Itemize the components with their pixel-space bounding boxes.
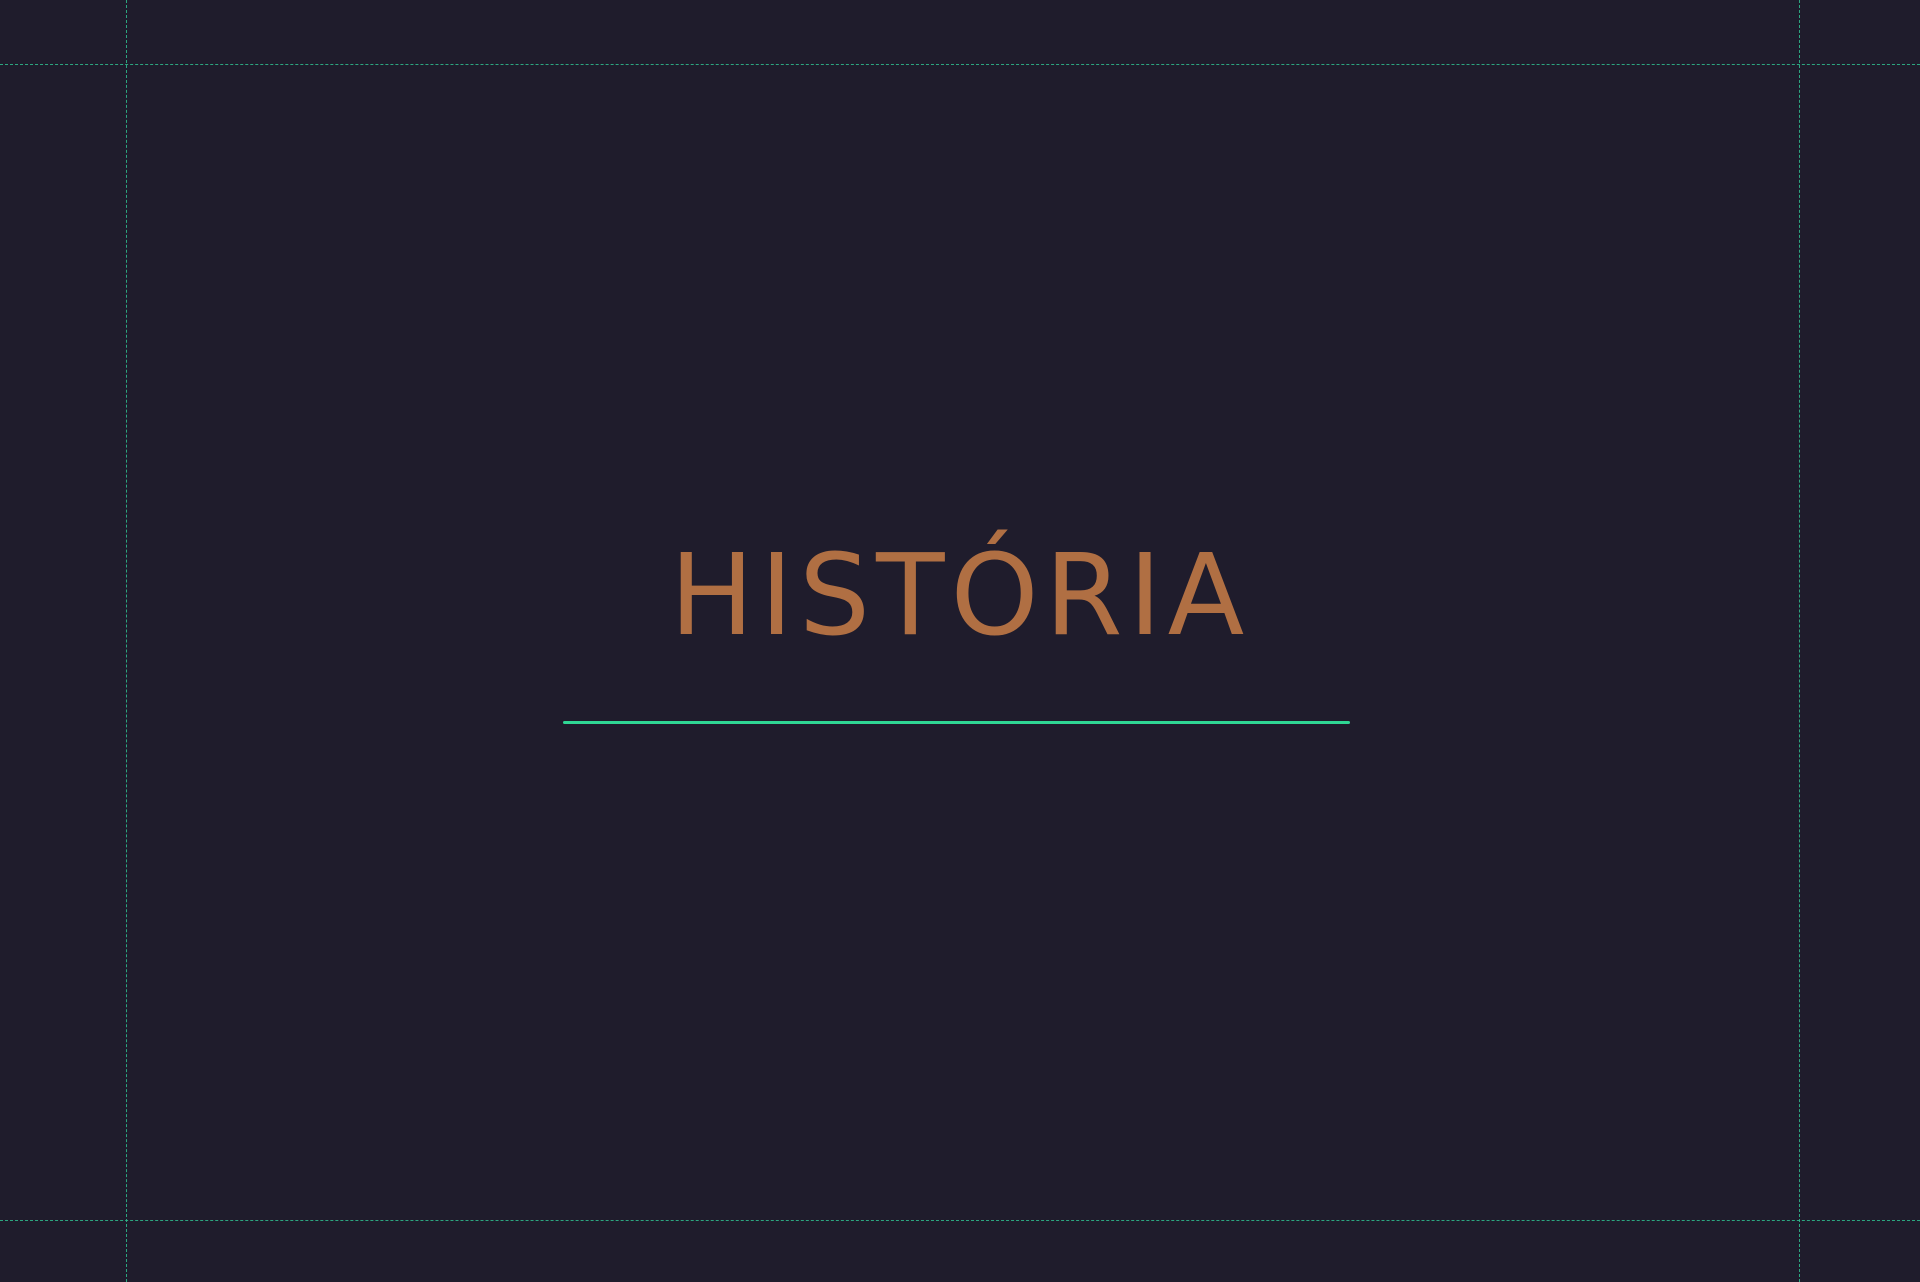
guide-line-left — [126, 0, 127, 1282]
guide-line-bottom — [0, 1220, 1920, 1221]
guide-line-right — [1799, 0, 1800, 1282]
slide-title[interactable]: HISTÓRIA — [669, 531, 1251, 661]
title-block: HISTÓRIA — [0, 540, 1920, 652]
guide-line-top — [0, 64, 1920, 65]
title-underline — [563, 721, 1350, 724]
